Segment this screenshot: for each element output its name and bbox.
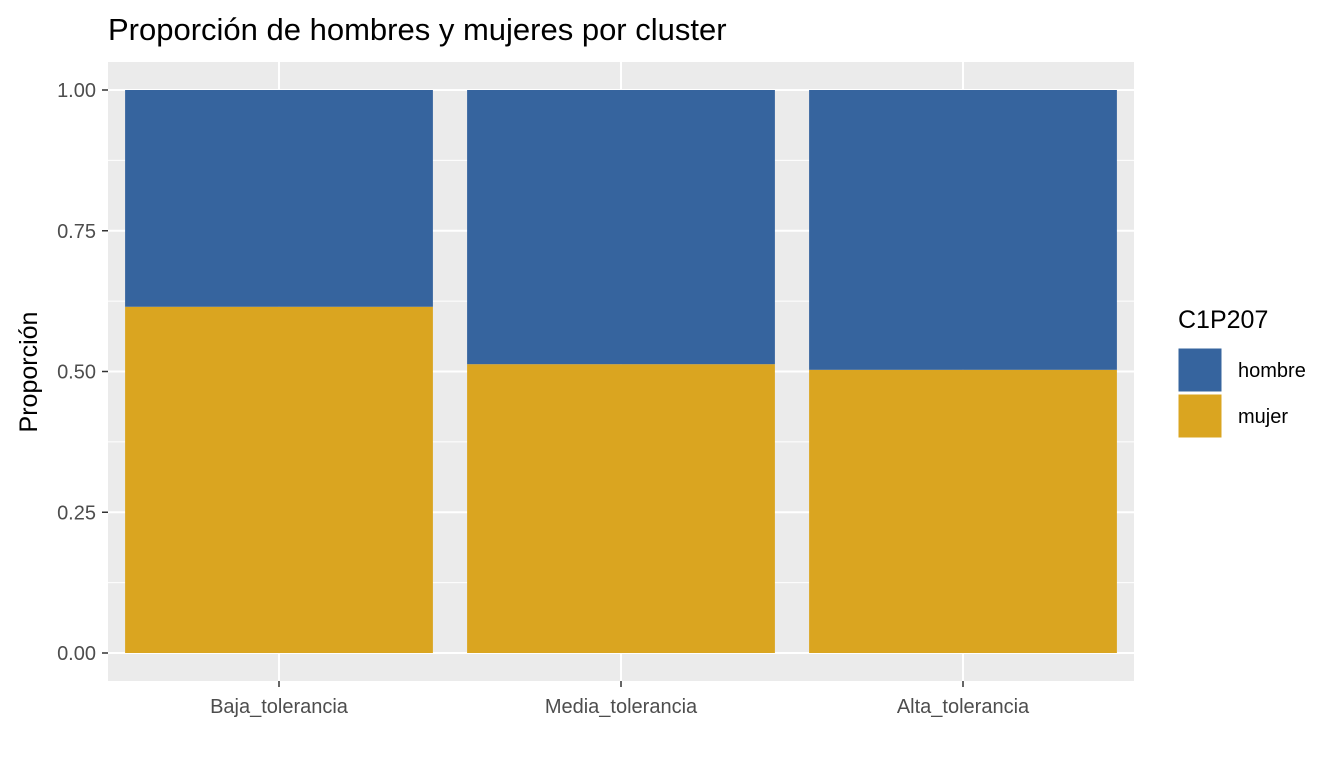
legend-key-mujer — [1177, 393, 1223, 439]
y-tick-label: 1.00 — [57, 80, 96, 102]
legend: C1P207 hombre mujer — [1177, 306, 1306, 439]
y-axis-title: Proporción — [15, 312, 43, 433]
x-tick-label: Media_tolerancia — [545, 696, 698, 718]
x-axis: Baja_tolerancia Media_tolerancia Alta_tole… — [210, 681, 1030, 718]
legend-key-hombre — [1177, 347, 1223, 393]
chart-title: Proporción de hombres y mujeres por clus… — [108, 12, 727, 47]
bar-hombre-Alta_tolerancia — [809, 90, 1117, 370]
bar-hombre-Media_tolerancia — [467, 90, 775, 365]
y-tick-label: 0.00 — [57, 643, 96, 665]
x-tick-label: Alta_tolerancia — [897, 696, 1030, 718]
bar-mujer-Alta_tolerancia — [809, 369, 1117, 653]
x-tick-label: Baja_tolerancia — [210, 696, 349, 718]
bar-mujer-Media_tolerancia — [467, 364, 775, 653]
y-tick-label: 0.75 — [57, 221, 96, 243]
bars — [125, 90, 1117, 653]
y-tick-label: 0.50 — [57, 362, 96, 384]
y-axis: 0.00 0.25 0.50 0.75 1.00 — [57, 80, 108, 665]
legend-title: C1P207 — [1178, 306, 1268, 334]
bar-mujer-Baja_tolerancia — [125, 306, 433, 653]
legend-label-hombre: hombre — [1238, 360, 1306, 382]
y-tick-label: 0.25 — [57, 502, 96, 524]
legend-label-mujer: mujer — [1238, 406, 1288, 428]
bar-hombre-Baja_tolerancia — [125, 90, 433, 307]
